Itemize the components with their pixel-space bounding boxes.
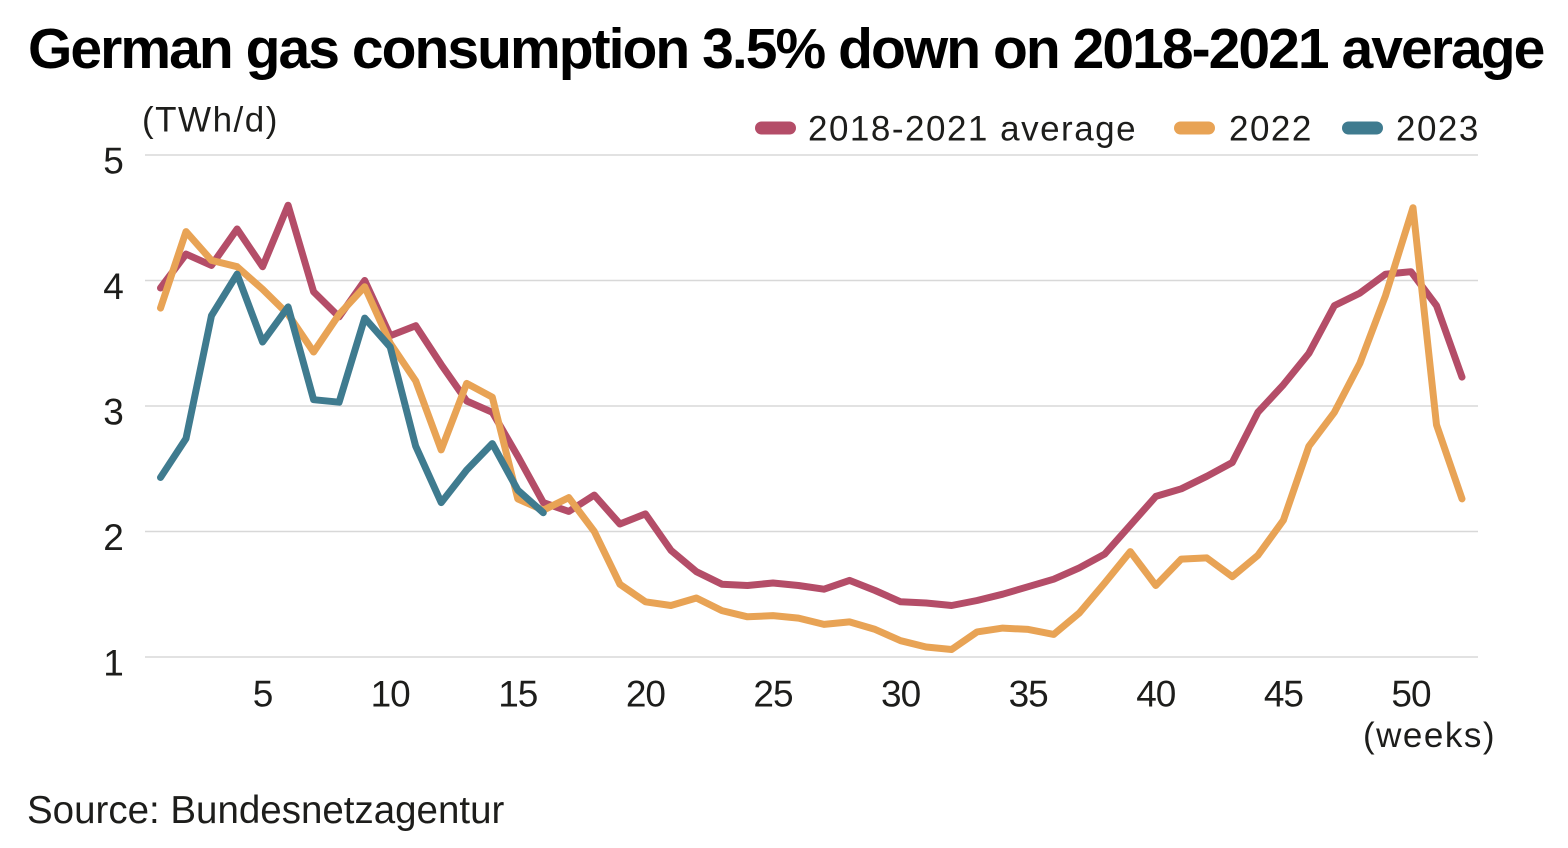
svg-text:4: 4 — [103, 266, 123, 307]
svg-text:30: 30 — [881, 674, 921, 715]
svg-text:German gas consumption 3.5% do: German gas consumption 3.5% down on 2018… — [28, 17, 1544, 81]
svg-text:25: 25 — [753, 674, 793, 715]
svg-text:(TWh/d): (TWh/d) — [142, 101, 279, 140]
svg-text:(weeks): (weeks) — [1363, 716, 1496, 755]
svg-text:35: 35 — [1009, 674, 1049, 715]
svg-text:15: 15 — [498, 674, 538, 715]
svg-text:1: 1 — [103, 643, 123, 684]
svg-text:3: 3 — [103, 392, 123, 433]
svg-text:40: 40 — [1136, 674, 1176, 715]
svg-text:2: 2 — [103, 517, 123, 558]
svg-text:5: 5 — [103, 141, 123, 182]
svg-text:Source: Bundesnetzagentur: Source: Bundesnetzagentur — [27, 789, 504, 832]
svg-text:10: 10 — [371, 674, 411, 715]
svg-text:45: 45 — [1264, 674, 1304, 715]
svg-text:2023: 2023 — [1396, 110, 1480, 149]
svg-text:50: 50 — [1391, 674, 1431, 715]
svg-text:2018-2021 average: 2018-2021 average — [808, 110, 1137, 149]
svg-text:2022: 2022 — [1229, 110, 1313, 149]
svg-text:20: 20 — [626, 674, 666, 715]
svg-text:5: 5 — [253, 674, 273, 715]
